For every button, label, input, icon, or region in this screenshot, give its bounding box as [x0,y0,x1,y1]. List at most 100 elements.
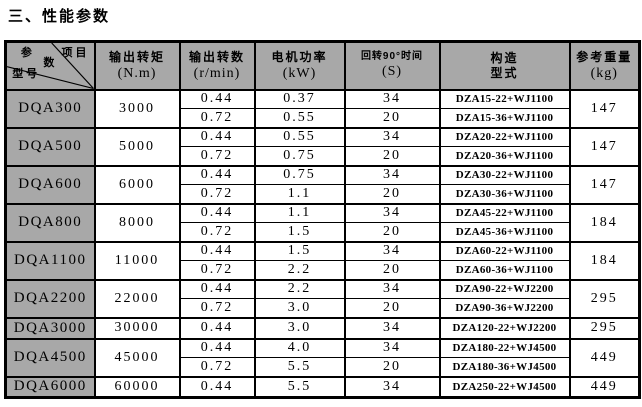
torque-cell: 8000 [93,202,181,243]
model-cell: DQA6000 [4,375,96,399]
table-row: DQA6000 60000 0.44 5.5 34 DZA250-22+WJ4500 449 [4,375,641,399]
construction-cell: DZA20-36+WJ1100 [438,146,571,167]
table-row: 0.72 2.2 20 DZA60-36+WJ1100 [6,260,640,281]
power-cell: 2.2 [253,260,346,281]
time-cell: 34 [343,88,441,109]
table-row: 0.72 1.5 20 DZA45-36+WJ1100 [6,222,640,243]
construction-cell: DZA45-36+WJ1100 [438,222,571,243]
model-cell: DQA2200 [4,278,96,319]
weight-cell: 147 [568,88,641,129]
time-cell: 20 [343,222,441,243]
model-cell: DQA500 [4,126,96,167]
model-cell: DQA3000 [4,316,96,340]
power-cell: 0.37 [253,88,346,109]
speed-cell: 0.72 [178,260,256,281]
time-cell: 34 [343,316,441,340]
time-cell: 34 [343,202,441,223]
column-header-3: 电机功率 (kW) [253,40,346,91]
time-cell: 20 [343,298,441,319]
table-row: DQA1100 11000 0.44 1.5 34 DZA60-22+WJ1100 184 [4,240,641,281]
table-row: DQA800 8000 0.44 1.1 34 DZA45-22+WJ1100 184 [4,202,641,243]
speed-cell: 0.72 [178,222,256,243]
time-cell: 20 [343,260,441,281]
construction-cell: DZA180-36+WJ4500 [438,357,571,378]
column-header-4: 回转90°时间 (S) [343,40,441,91]
power-cell: 1.5 [253,240,346,261]
corner-label-model: 型号 [12,68,41,81]
time-cell: 20 [343,108,441,129]
weight-cell: 449 [568,375,641,399]
time-cell: 20 [343,357,441,378]
time-cell: 34 [343,126,441,147]
corner-header-cell: 项目 参 数 型号 [4,40,96,91]
power-cell: 3.0 [253,298,346,319]
table-row: DQA4500 45000 0.44 4.0 34 DZA180-22+WJ4500 449 [4,337,641,378]
time-cell: 34 [343,164,441,185]
construction-cell: DZA15-36+WJ1100 [438,108,571,129]
table-row: 0.72 0.75 20 DZA20-36+WJ1100 [6,146,640,167]
construction-cell: DZA20-22+WJ1100 [438,126,571,147]
speed-cell: 0.44 [178,126,256,147]
torque-cell: 11000 [93,240,181,281]
torque-cell: 6000 [93,164,181,205]
torque-cell: 22000 [93,278,181,319]
torque-cell: 45000 [93,337,181,378]
construction-cell: DZA60-36+WJ1100 [438,260,571,281]
torque-cell: 3000 [93,88,181,129]
speed-cell: 0.44 [178,164,256,185]
power-cell: 5.5 [253,357,346,378]
column-header-2: 输出转数 (r/min) [178,40,256,91]
power-cell: 0.55 [253,126,346,147]
corner-label-param1: 参 [20,46,35,59]
power-cell: 0.75 [253,146,346,167]
speed-cell: 0.44 [178,316,256,340]
corner-label-project: 项目 [61,47,90,60]
power-cell: 3.0 [253,316,346,340]
power-cell: 1.1 [253,202,346,223]
weight-cell: 295 [568,316,641,340]
model-cell: DQA300 [4,88,96,129]
table-row: 0.72 0.55 20 DZA15-36+WJ1100 [6,108,640,129]
construction-cell: DZA180-22+WJ4500 [438,337,571,358]
construction-cell: DZA30-22+WJ1100 [438,164,571,185]
model-cell: DQA600 [4,164,96,205]
power-cell: 0.75 [253,164,346,185]
power-cell: 5.5 [253,375,346,399]
model-cell: DQA800 [4,202,96,243]
table-row: 0.72 1.1 20 DZA30-36+WJ1100 [6,184,640,205]
table-row: DQA2200 22000 0.44 2.2 34 DZA90-22+WJ2200 295 [4,278,641,319]
construction-cell: DZA90-22+WJ2200 [438,278,571,299]
construction-cell: DZA60-22+WJ1100 [438,240,571,261]
time-cell: 34 [343,375,441,399]
speed-cell: 0.44 [178,202,256,223]
speed-cell: 0.44 [178,88,256,109]
speed-cell: 0.44 [178,278,256,299]
construction-cell: DZA15-22+WJ1100 [438,88,571,109]
weight-cell: 295 [568,278,641,319]
weight-cell: 184 [568,240,641,281]
column-header-1: 输出转矩 (N.m) [93,40,181,91]
time-cell: 34 [343,337,441,358]
header-row: 项目 参 数 型号 输出转矩 (N.m) 输出转数 (r/min) 电机功率 (kW) 回转… [4,40,641,91]
construction-cell: DZA30-36+WJ1100 [438,184,571,205]
time-cell: 34 [343,278,441,299]
table-row: DQA300 3000 0.44 0.37 34 DZA15-22+WJ1100 147 [4,88,641,129]
table-row: DQA600 6000 0.44 0.75 34 DZA30-22+WJ1100 147 [4,164,641,205]
power-cell: 1.1 [253,184,346,205]
weight-cell: 449 [568,337,641,378]
time-cell: 20 [343,184,441,205]
power-cell: 2.2 [253,278,346,299]
power-cell: 1.5 [253,222,346,243]
weight-cell: 184 [568,202,641,243]
table-row: 0.72 5.5 20 DZA180-36+WJ4500 [6,357,640,378]
time-cell: 20 [343,146,441,167]
performance-table: 项目 参 数 型号 输出转矩 (N.m) 输出转数 (r/min) 电机功率 (kW) 回转… [4,40,641,399]
column-header-5: 构造 型式 [438,40,571,91]
time-cell: 34 [343,240,441,261]
torque-cell: 30000 [93,316,181,340]
model-cell: DQA1100 [4,240,96,281]
table-row: DQA500 5000 0.44 0.55 34 DZA20-22+WJ1100 147 [4,126,641,167]
speed-cell: 0.44 [178,375,256,399]
section-title: 三、性能参数 [8,8,111,25]
